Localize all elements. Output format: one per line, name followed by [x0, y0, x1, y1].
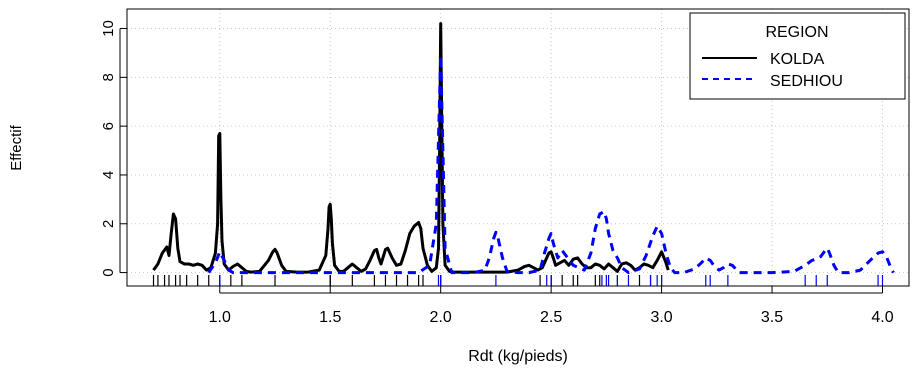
y-axis: 0 2 4 6 8 10	[100, 20, 127, 277]
series-lines	[152, 22, 895, 275]
x-tick-label: 1.5	[319, 309, 341, 326]
plot-frame	[126, 8, 910, 287]
x-tick-label: 1.0	[209, 309, 231, 326]
x-tick-label: 2.0	[430, 309, 452, 326]
y-tick-label: 4	[100, 171, 117, 179]
y-tick-label: 10	[100, 20, 117, 37]
y-tick-label: 8	[100, 73, 117, 81]
legend: REGION KOLDA SEDHIOU	[689, 12, 906, 100]
x-tick-label: 3.0	[650, 309, 672, 326]
legend-title: REGION	[765, 24, 828, 41]
y-axis-label: Effectif	[8, 124, 25, 170]
x-axis: 1.0 1.5 2.0 2.5 3.0 3.5 4.0	[209, 286, 894, 326]
legend-label-sedhiou: SEDHIOU	[770, 73, 843, 90]
series-line-kolda	[152, 22, 670, 274]
rug-ticks	[152, 275, 884, 286]
legend-box	[689, 12, 906, 100]
y-tick-label: 6	[100, 122, 117, 130]
y-tick-label: 0	[100, 268, 117, 276]
x-axis-label: Rdt (kg/pieds)	[468, 348, 568, 365]
x-tick-label: 2.5	[540, 309, 562, 326]
y-tick-label: 2	[100, 220, 117, 228]
legend-label-kolda: KOLDA	[770, 51, 825, 68]
x-tick-label: 3.5	[761, 309, 783, 326]
x-tick-label: 4.0	[871, 309, 893, 326]
series-line-sedhiou	[207, 53, 895, 275]
